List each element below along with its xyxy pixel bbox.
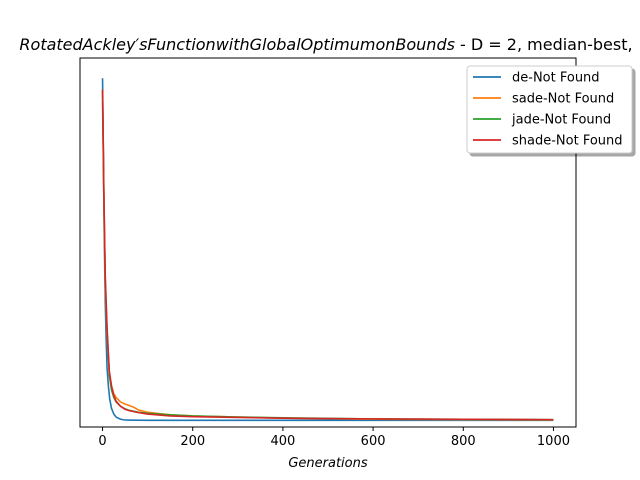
chart-title-italic: RotatedAckley′sFunctionwithGlobalOptimum… [19, 35, 455, 54]
x-tick-label: 600 [361, 434, 386, 449]
legend-label-jade: jade-Not Found [511, 113, 611, 128]
x-tick-label: 0 [98, 434, 106, 449]
legend-label-shade: shade-Not Found [512, 134, 623, 149]
x-tick-label: 200 [180, 434, 205, 449]
legend: de-Not Found sade-Not Found jade-Not Found… [466, 65, 633, 154]
legend-label-de: de-Not Found [512, 71, 600, 86]
series-layer [101, 78, 554, 422]
x-tick-label: 800 [451, 434, 476, 449]
x-tick-label: 1000 [537, 434, 570, 449]
plot-frame [79, 57, 577, 428]
legend-box [466, 65, 633, 154]
legend-label-sade: sade-Not Found [512, 92, 614, 107]
chart-title: RotatedAckley′sFunctionwithGlobalOptimum… [19, 35, 632, 54]
x-tick-label: 400 [270, 434, 295, 449]
chart-title-plain: - D = 2, median-best, [455, 35, 633, 54]
x-axis: 0 200 400 600 800 1000 [98, 427, 570, 449]
series-line-shade [101, 89, 554, 421]
x-axis-label: Generations [288, 456, 368, 471]
